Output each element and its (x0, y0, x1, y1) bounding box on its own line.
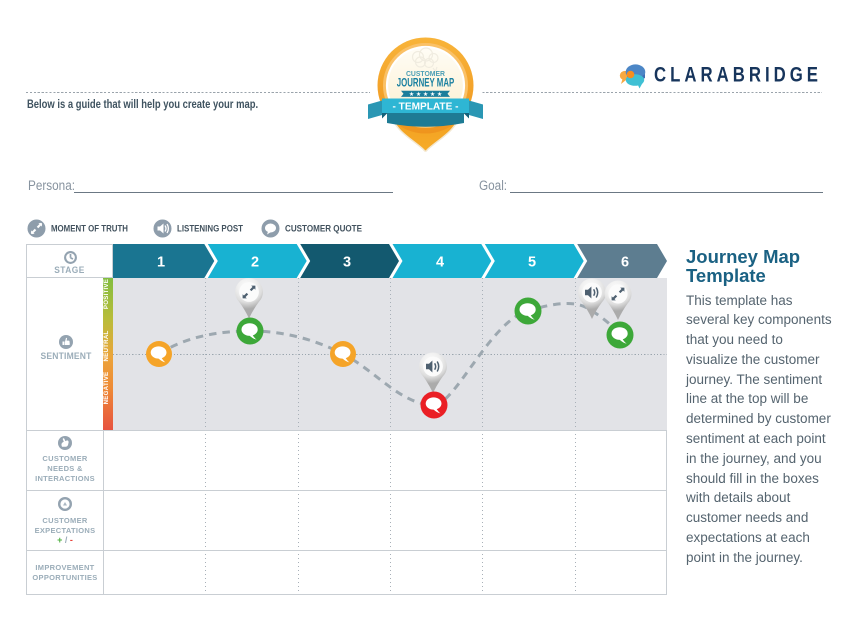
svg-text:CUSTOMER: CUSTOMER (406, 69, 446, 78)
svg-text:★: ★ (416, 91, 421, 98)
svg-text:- TEMPLATE -: - TEMPLATE - (393, 101, 459, 112)
svg-text:MOMENT OF TRUTH: MOMENT OF TRUTH (51, 224, 128, 234)
svg-text:5: 5 (528, 255, 536, 271)
svg-text:3: 3 (343, 255, 351, 271)
svg-text:★: ★ (437, 91, 442, 98)
svg-text:LISTENING POST: LISTENING POST (177, 224, 243, 234)
svg-text:★: ★ (430, 91, 435, 98)
svg-text:2: 2 (251, 255, 259, 271)
svg-text:CLARABRIDGE: CLARABRIDGE (654, 64, 822, 87)
svg-text:★: ★ (409, 91, 414, 98)
svg-text:6: 6 (621, 255, 629, 271)
svg-text:CUSTOMER QUOTE: CUSTOMER QUOTE (285, 224, 362, 234)
svg-text:JOURNEY MAP: JOURNEY MAP (397, 78, 455, 90)
svg-text:4: 4 (436, 255, 444, 271)
svg-text:★: ★ (423, 91, 428, 98)
svg-text:1: 1 (157, 255, 165, 271)
